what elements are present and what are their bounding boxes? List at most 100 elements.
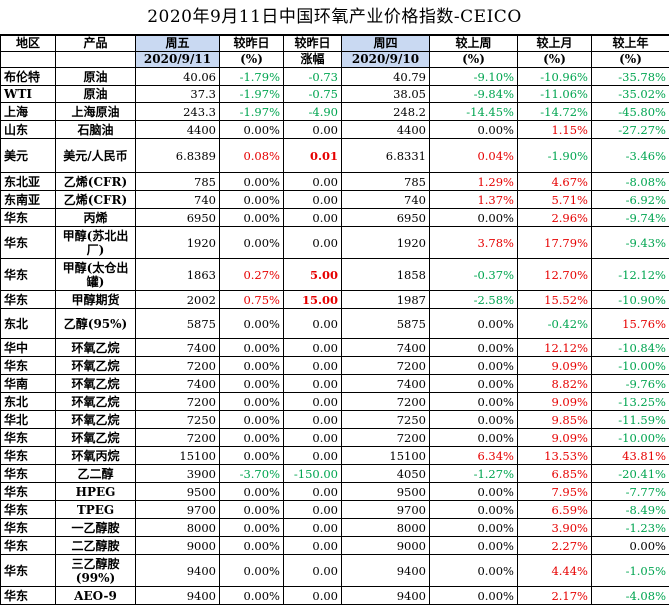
cell-product: 环氧乙烷	[55, 428, 136, 447]
cell-week-change: 0.00%	[429, 120, 518, 139]
cell-week-change: 0.00%	[429, 428, 518, 447]
cell-day-change-pct: 0.00%	[219, 518, 284, 537]
cell-product: AEO-9	[55, 586, 136, 605]
cell-day-change-amt: 0.00	[283, 536, 342, 555]
cell-year-change: -1.05%	[591, 554, 669, 587]
table-row: 华东 一乙醇胺 8000 0.00% 0.00 8000 0.00% 3.90% -1.23%	[0, 518, 669, 537]
cell-product: 上海原油	[55, 102, 136, 121]
sheet-title: 2020年9月11日中国环氧产业价格指数-CEICO	[0, 0, 669, 35]
cell-month-change: 3.90%	[517, 518, 592, 537]
cell-week-change: -1.27%	[429, 464, 518, 483]
cell-year-change: -27.27%	[591, 120, 669, 139]
cell-thursday-price: 9000	[341, 536, 430, 555]
cell-year-change: -3.46%	[591, 138, 669, 173]
cell-day-change-pct: 0.00%	[219, 446, 284, 465]
table-row: 华东 环氧乙烷 7200 0.00% 0.00 7200 0.00% 9.09% -10.00%	[0, 428, 669, 447]
cell-year-change: -4.08%	[591, 586, 669, 605]
cell-region: 布伦特	[0, 67, 56, 86]
cell-friday-price: 9400	[135, 586, 220, 605]
header-friday-date: 2020/9/11	[135, 51, 220, 68]
cell-day-change-pct: 0.00%	[219, 392, 284, 411]
cell-product: 环氧乙烷	[55, 392, 136, 411]
header-region: 地区	[0, 35, 56, 52]
cell-day-change-pct: 0.00%	[219, 536, 284, 555]
cell-region: 华东	[0, 554, 56, 587]
cell-month-change: -11.06%	[517, 85, 592, 103]
cell-friday-price: 7400	[135, 338, 220, 357]
cell-friday-price: 7400	[135, 374, 220, 393]
cell-product: 美元/人民币	[55, 138, 136, 173]
cell-thursday-price: 6.8331	[341, 138, 430, 173]
cell-friday-price: 4400	[135, 120, 220, 139]
cell-week-change: 0.00%	[429, 356, 518, 375]
cell-year-change: -13.25%	[591, 392, 669, 411]
table-header: 地区 产品 周五 较昨日 较昨日 周四 较上周 较上月 较上年 2020/9/1…	[0, 35, 669, 68]
table-row: 华东 AEO-9 9400 0.00% 0.00 9400 0.00% 2.17% -4.08%	[0, 586, 669, 605]
cell-day-change-pct: 0.00%	[219, 356, 284, 375]
cell-region: 华东	[0, 428, 56, 447]
cell-day-change-pct: 0.00%	[219, 308, 284, 339]
table-row: 华东 甲醇(太仓出罐) 1863 0.27% 5.00 1858 -0.37% 12.70% -…	[0, 258, 669, 291]
cell-product: 甲醇(太仓出罐)	[55, 258, 136, 291]
cell-thursday-price: 4050	[341, 464, 430, 483]
cell-region: 东南亚	[0, 190, 56, 209]
cell-week-change: -9.10%	[429, 67, 518, 86]
cell-week-change: 0.00%	[429, 208, 518, 227]
cell-day-change-pct: 0.00%	[219, 190, 284, 209]
table-row: 华东 乙二醇 3900 -3.70% -150.00 4050 -1.27% 6.85% -20…	[0, 464, 669, 483]
cell-week-change: 3.78%	[429, 226, 518, 259]
cell-day-change-pct: 0.27%	[219, 258, 284, 291]
cell-friday-price: 7200	[135, 356, 220, 375]
cell-friday-price: 7250	[135, 410, 220, 429]
cell-day-change-pct: 0.00%	[219, 226, 284, 259]
cell-thursday-price: 9400	[341, 586, 430, 605]
cell-day-change-amt: 15.00	[283, 290, 342, 309]
header-month-change: 较上月	[517, 35, 592, 52]
cell-friday-price: 5875	[135, 308, 220, 339]
cell-month-change: 9.09%	[517, 356, 592, 375]
cell-friday-price: 3900	[135, 464, 220, 483]
cell-day-change-pct: -1.97%	[219, 85, 284, 103]
cell-month-change: 9.09%	[517, 428, 592, 447]
table-row: 华东 二乙醇胺 9000 0.00% 0.00 9000 0.00% 2.27% 0.00%	[0, 536, 669, 555]
cell-friday-price: 8000	[135, 518, 220, 537]
cell-friday-price: 6.8389	[135, 138, 220, 173]
cell-region: 华东	[0, 518, 56, 537]
cell-month-change: 5.71%	[517, 190, 592, 209]
table-row: 上海 上海原油 243.3 -1.97% -4.90 248.2 -14.45% -14.72…	[0, 102, 669, 121]
cell-friday-price: 6950	[135, 208, 220, 227]
cell-day-change-amt: 0.00	[283, 500, 342, 519]
cell-region: 东北	[0, 308, 56, 339]
cell-friday-price: 1920	[135, 226, 220, 259]
cell-month-change: 15.52%	[517, 290, 592, 309]
cell-day-change-amt: 0.00	[283, 586, 342, 605]
cell-friday-price: 7200	[135, 392, 220, 411]
header-day-change-pct-unit: (%)	[219, 51, 284, 68]
cell-month-change: 6.85%	[517, 464, 592, 483]
cell-thursday-price: 6950	[341, 208, 430, 227]
cell-thursday-price: 1920	[341, 226, 430, 259]
cell-month-change: 4.67%	[517, 172, 592, 191]
cell-product: 甲醇(苏北出厂)	[55, 226, 136, 259]
cell-month-change: 2.27%	[517, 536, 592, 555]
cell-week-change: 0.00%	[429, 374, 518, 393]
table-row: 华东 三乙醇胺(99%) 9400 0.00% 0.00 9400 0.00% 4.44% -1…	[0, 554, 669, 587]
cell-month-change: 2.17%	[517, 586, 592, 605]
cell-region: 山东	[0, 120, 56, 139]
header-friday: 周五	[135, 35, 220, 52]
cell-thursday-price: 740	[341, 190, 430, 209]
cell-region: 华东	[0, 356, 56, 375]
table-row: 山东 石脑油 4400 0.00% 0.00 4400 0.00% 1.15% -27.27%	[0, 120, 669, 139]
cell-year-change: -11.59%	[591, 410, 669, 429]
cell-day-change-amt: 0.00	[283, 374, 342, 393]
cell-product: 环氧丙烷	[55, 446, 136, 465]
cell-week-change: 0.00%	[429, 392, 518, 411]
cell-friday-price: 740	[135, 190, 220, 209]
cell-week-change: 0.00%	[429, 500, 518, 519]
cell-day-change-amt: 0.00	[283, 308, 342, 339]
cell-friday-price: 40.06	[135, 67, 220, 86]
cell-thursday-price: 1987	[341, 290, 430, 309]
cell-year-change: -6.92%	[591, 190, 669, 209]
table-row: 华北 环氧乙烷 7250 0.00% 0.00 7250 0.00% 9.85% -11.59%	[0, 410, 669, 429]
cell-friday-price: 15100	[135, 446, 220, 465]
